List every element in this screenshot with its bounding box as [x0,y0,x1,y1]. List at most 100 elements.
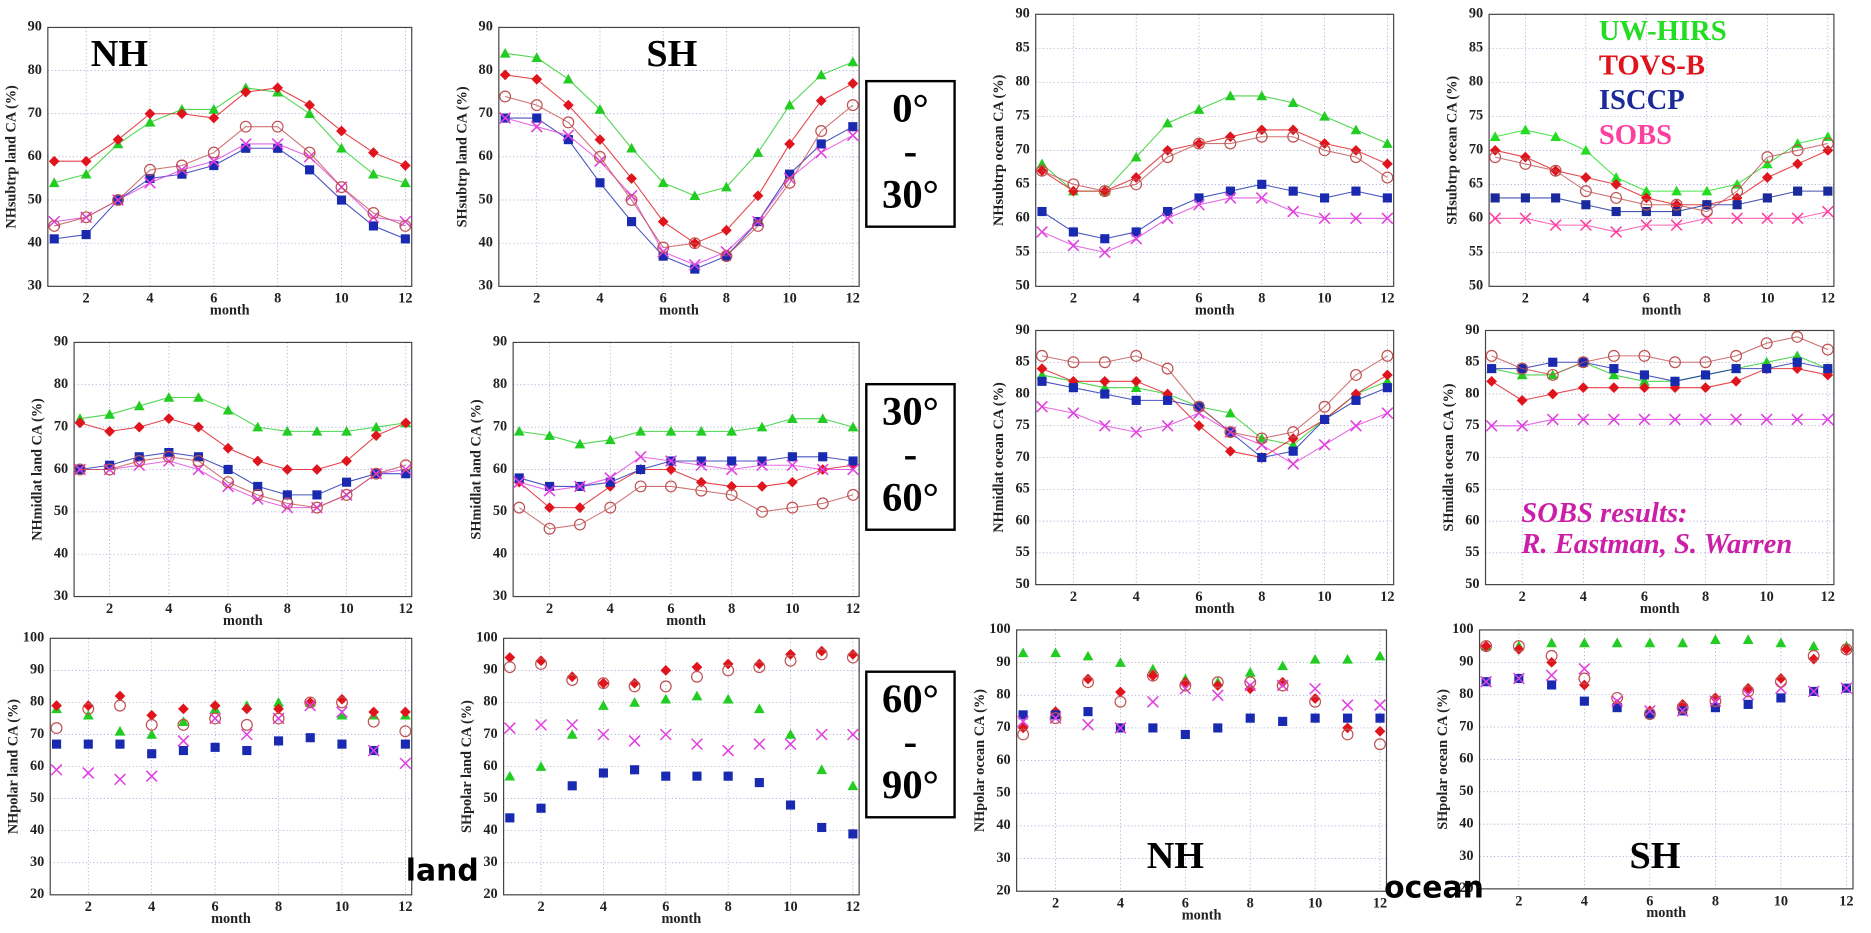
y-tick-label: 80 [1465,385,1479,401]
marker-circle [281,497,294,510]
marker-triangle [1225,90,1236,101]
marker-triangle [784,99,795,110]
marker-square [1131,227,1141,237]
x-tick-label: 10 [1760,589,1774,605]
marker-diamond [1610,178,1622,190]
x-axis-label: month [1195,303,1235,319]
marker-diamond [144,108,156,120]
marker-triangle [1162,117,1173,128]
x-tick-label: 12 [1373,896,1387,912]
series-line [519,456,854,487]
y-tick-label: 20 [996,883,1010,899]
x-tick-label: 12 [846,899,860,915]
x-tick-label: 12 [399,601,413,617]
marker-triangle [815,69,827,80]
marker-circle [103,463,116,476]
marker-triangle [1350,124,1362,135]
marker-triangle [594,104,606,114]
marker-x [1821,205,1834,218]
series-line [505,74,854,244]
marker-circle [846,99,859,112]
marker-circle [1244,676,1257,689]
marker-x [815,146,828,159]
y-tick-label: 85 [1469,40,1483,56]
marker-x [1485,419,1498,432]
y-tick-label: 90 [1459,654,1473,670]
marker-triangle [1742,634,1754,644]
y-tick-label: 60 [996,752,1010,768]
marker-circle [1485,349,1498,362]
marker-square [1793,186,1803,196]
marker-circle [695,484,708,497]
marker-x [720,245,733,258]
marker-circle [573,518,586,531]
marker-triangle [847,780,859,791]
marker-diamond [163,413,175,425]
marker-x [1161,419,1174,432]
marker-x [847,463,859,476]
x-tick-label: 4 [607,601,614,617]
marker-x [1512,672,1525,685]
marker-triangle [721,181,732,192]
x-tick-label: 12 [1380,291,1394,307]
series-line [1491,368,1828,401]
marker-square [1131,395,1141,405]
marker-x [1130,232,1143,245]
marker-triangle [756,421,768,432]
marker-circle [207,146,220,159]
marker-x [543,484,556,497]
marker-diamond [816,645,828,657]
marker-circle [784,654,797,667]
marker-triangle [146,729,158,739]
marker-square [1163,395,1173,405]
x-tick-label: 8 [723,291,730,307]
marker-square [209,160,219,171]
marker-x [725,463,738,476]
series-line [54,126,406,227]
band-label: 30° [882,389,939,434]
marker-x [1098,419,1111,432]
marker-circle [1017,728,1030,741]
marker-square [1068,227,1078,237]
marker-square [754,778,764,788]
marker-triangle [1287,97,1299,108]
y-tick-label: 50 [1459,783,1473,799]
marker-square [210,742,220,752]
marker-circle [1318,400,1331,413]
marker-triangle [273,697,284,707]
panel: 30 40 50 60 70 80 90 2 4 6 8 10 12 month SHmidlat land… [469,334,861,629]
marker-x [1577,413,1590,426]
marker-triangle [178,716,189,726]
marker-circle [162,450,175,463]
y-tick-label: 80 [1015,385,1029,401]
y-tick-label: 60 [1015,512,1029,528]
marker-triangle [341,425,352,436]
x-tick-label: 2 [1070,589,1077,605]
series-line [1491,336,1828,376]
y-tick-label: 30 [1459,848,1473,864]
marker-triangle [665,425,677,436]
marker-diamond [1381,158,1393,170]
marker-circle [846,651,859,664]
marker-triangle [1130,151,1142,162]
marker-square [1342,713,1353,723]
y-tick-label: 100 [1452,621,1473,637]
marker-circle [1098,185,1111,198]
marker-square [223,464,233,475]
marker-square [273,143,283,153]
marker-circle [303,146,316,159]
marker-x [752,215,764,228]
marker-diamond [74,417,86,429]
y-tick-label: 20 [30,886,44,902]
marker-diamond [1374,725,1386,737]
y-tick-label: 50 [483,790,497,806]
x-tick-label: 12 [1839,893,1853,909]
marker-triangle [1639,375,1650,386]
marker-square [1213,723,1223,733]
marker-square [83,739,93,749]
marker-circle [1146,669,1159,682]
marker-circle [1374,738,1386,751]
marker-triangle [1608,369,1620,380]
x-tick-label: 2 [533,291,540,307]
marker-square [1520,193,1530,203]
